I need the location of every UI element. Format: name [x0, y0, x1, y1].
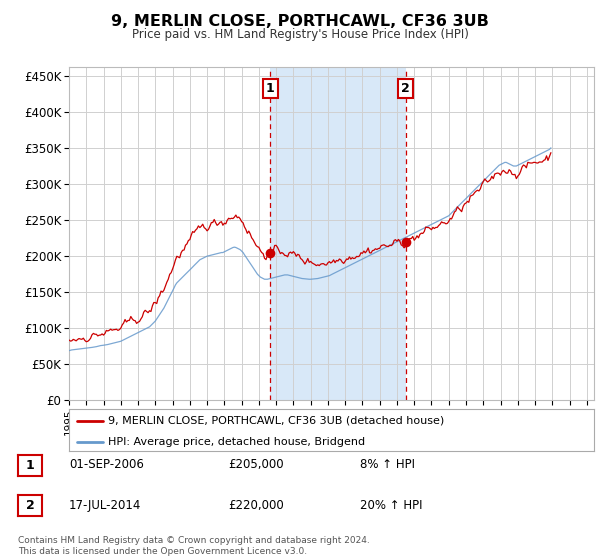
Text: 1: 1 [26, 459, 34, 472]
Text: 2: 2 [401, 82, 410, 95]
Text: £205,000: £205,000 [228, 458, 284, 472]
Text: £220,000: £220,000 [228, 498, 284, 512]
Text: 01-SEP-2006: 01-SEP-2006 [69, 458, 144, 472]
Text: HPI: Average price, detached house, Bridgend: HPI: Average price, detached house, Brid… [109, 437, 365, 446]
Text: Price paid vs. HM Land Registry's House Price Index (HPI): Price paid vs. HM Land Registry's House … [131, 28, 469, 41]
Text: 9, MERLIN CLOSE, PORTHCAWL, CF36 3UB (detached house): 9, MERLIN CLOSE, PORTHCAWL, CF36 3UB (de… [109, 416, 445, 426]
Text: 20% ↑ HPI: 20% ↑ HPI [360, 498, 422, 512]
Text: 2: 2 [26, 499, 34, 512]
Text: Contains HM Land Registry data © Crown copyright and database right 2024.
This d: Contains HM Land Registry data © Crown c… [18, 536, 370, 556]
Text: 9, MERLIN CLOSE, PORTHCAWL, CF36 3UB: 9, MERLIN CLOSE, PORTHCAWL, CF36 3UB [111, 14, 489, 29]
Bar [271, 67, 406, 400]
Text: 17-JUL-2014: 17-JUL-2014 [69, 498, 142, 512]
Text: 1: 1 [266, 82, 275, 95]
Text: 8% ↑ HPI: 8% ↑ HPI [360, 458, 415, 472]
